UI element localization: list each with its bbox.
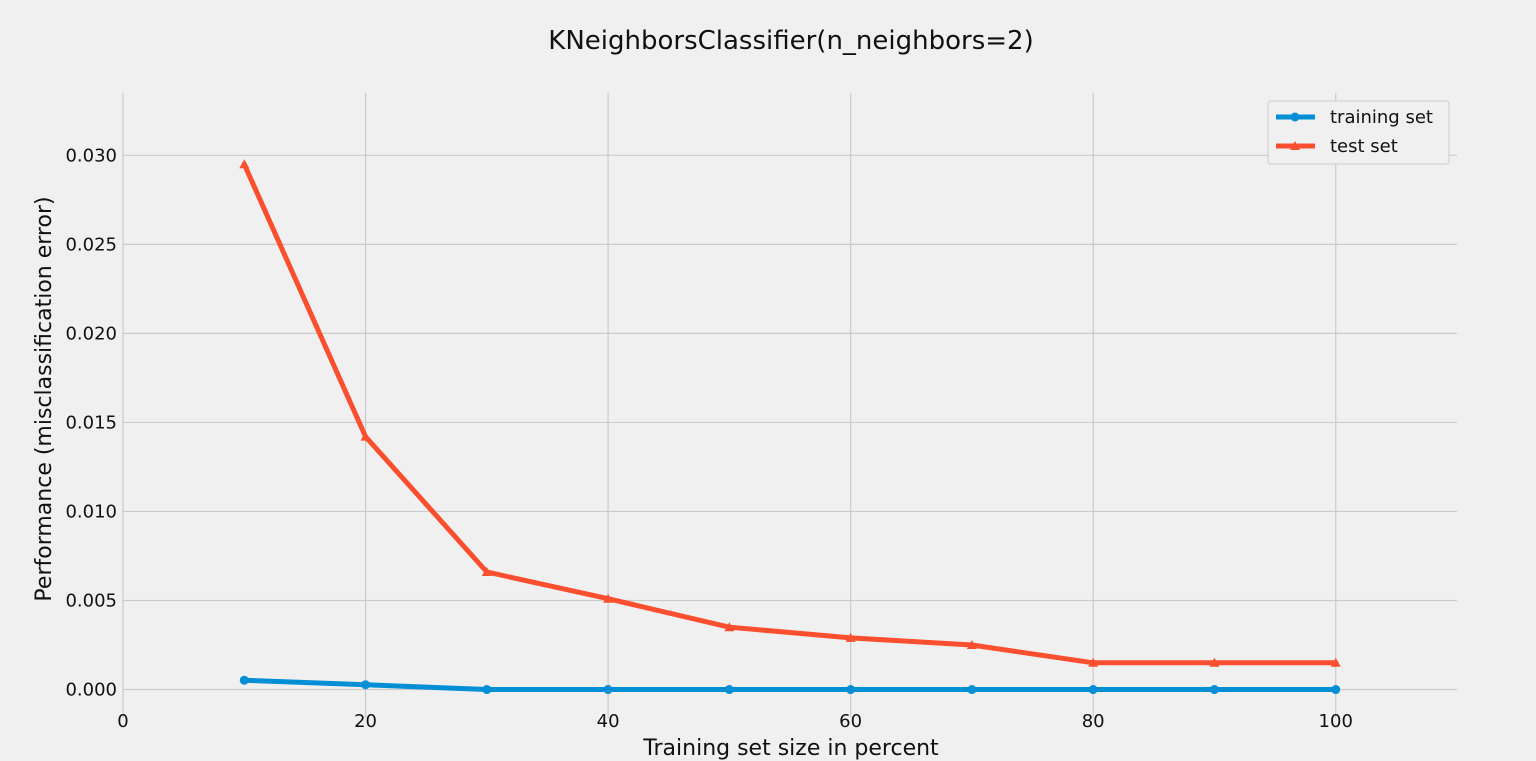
data-point (1088, 685, 1098, 695)
data-point (967, 685, 977, 695)
data-point (239, 159, 250, 169)
series-group (239, 159, 1341, 695)
y-tick-label: 0.030 (65, 145, 117, 166)
x-tick-label: 60 (839, 711, 862, 732)
data-point (1330, 657, 1341, 667)
data-point (724, 622, 735, 632)
data-point (361, 680, 371, 690)
data-point (482, 685, 492, 695)
x-tick-label: 20 (354, 711, 377, 732)
y-axis-label: Performance (misclassification error) (32, 196, 57, 601)
data-point (239, 675, 249, 685)
legend: training set test set (1267, 100, 1450, 165)
x-tick-label: 0 (117, 711, 128, 732)
legend-label: test set (1330, 136, 1398, 157)
data-point (1331, 685, 1341, 695)
y-tick-label: 0.025 (65, 234, 117, 255)
data-point (603, 685, 613, 695)
data-point (724, 685, 734, 695)
data-point (845, 632, 856, 642)
data-point (603, 593, 614, 603)
series-training (239, 675, 1341, 695)
y-tick-label: 0.000 (65, 680, 117, 701)
grid-lines (122, 93, 1457, 718)
data-point (1088, 657, 1099, 667)
legend-marker (1290, 112, 1300, 122)
x-tick-label: 100 (1319, 711, 1353, 732)
data-point (1209, 657, 1220, 667)
series-test (239, 159, 1341, 667)
data-point (846, 685, 856, 695)
y-tick-label: 0.015 (65, 412, 117, 433)
axis-ticks: 0 20 40 60 80 100 0.000 0.005 0.010 0.015 0.020 0.0… (65, 145, 1352, 732)
series-line (241, 161, 1339, 666)
series-line (241, 677, 1339, 693)
chart-title: KNeighborsClassifier(n_neighbors=2) (548, 26, 1033, 56)
legend-marker (1290, 141, 1300, 150)
x-tick-label: 80 (1082, 711, 1105, 732)
data-point (360, 431, 371, 441)
x-axis-label: Training set size in percent (642, 736, 939, 761)
y-tick-label: 0.020 (65, 323, 117, 344)
y-tick-label: 0.005 (65, 590, 117, 611)
x-tick-label: 40 (597, 711, 620, 732)
y-tick-label: 0.010 (65, 501, 117, 522)
data-point (966, 639, 977, 649)
data-point (1209, 685, 1219, 695)
data-point (481, 566, 492, 576)
legend-label: training set (1330, 107, 1433, 128)
